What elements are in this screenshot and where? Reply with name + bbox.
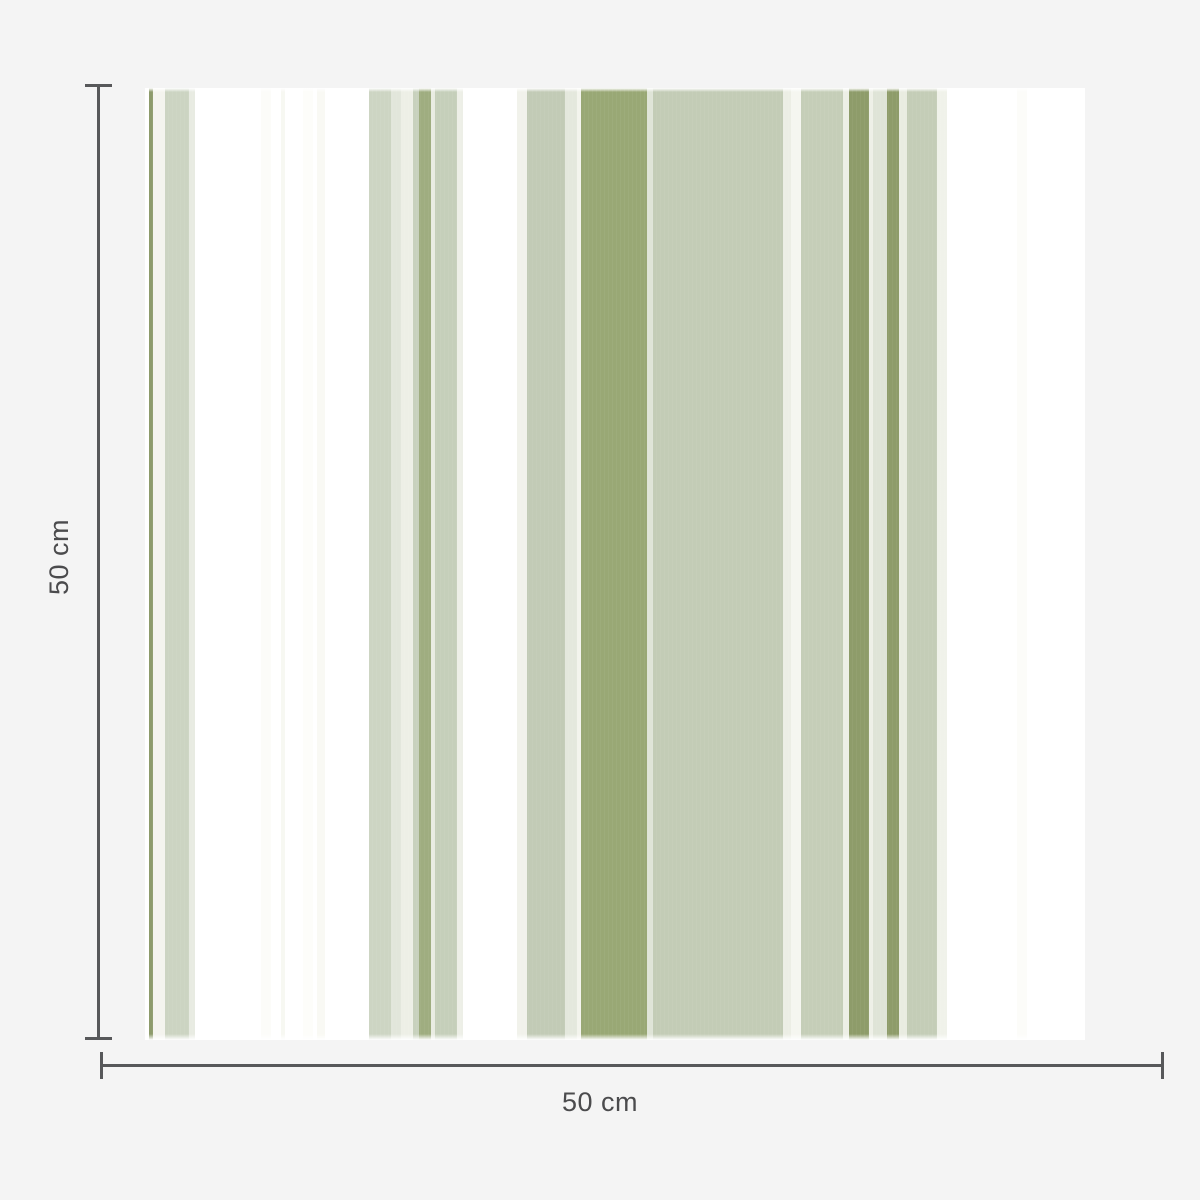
stripe xyxy=(581,88,647,1040)
stripe xyxy=(457,88,463,1040)
stripe xyxy=(869,88,873,1040)
stripe xyxy=(653,88,783,1040)
stripe xyxy=(401,88,413,1040)
stripe xyxy=(369,88,391,1040)
height-dimension-cap-top xyxy=(85,84,112,87)
stripe xyxy=(303,88,313,1040)
width-dimension-cap-right xyxy=(1161,1052,1164,1079)
stripe xyxy=(431,88,435,1040)
stripe xyxy=(899,88,907,1040)
stripe xyxy=(285,88,303,1040)
stripe xyxy=(873,88,887,1040)
stripe xyxy=(189,88,195,1040)
stripe xyxy=(647,88,653,1040)
width-dimension-line xyxy=(100,1064,1164,1067)
stripe xyxy=(271,88,281,1040)
stripe xyxy=(565,88,577,1040)
height-dimension-cap-bottom xyxy=(85,1037,112,1040)
stripe xyxy=(391,88,401,1040)
stripe xyxy=(1027,88,1049,1040)
stripe xyxy=(783,88,791,1040)
height-dimension-line xyxy=(97,84,100,1040)
stripe xyxy=(801,88,843,1040)
width-dimension-cap-left xyxy=(100,1052,103,1079)
stripe xyxy=(907,88,937,1040)
stripe xyxy=(463,88,517,1040)
stripe xyxy=(281,88,285,1040)
stripe xyxy=(843,88,849,1040)
stripe-pattern xyxy=(145,88,1085,1040)
stripe xyxy=(413,88,419,1040)
wallpaper-swatch xyxy=(145,88,1085,1040)
stripe xyxy=(261,88,271,1040)
stripe xyxy=(577,88,581,1040)
stripe xyxy=(1017,88,1027,1040)
stripe xyxy=(145,88,149,1040)
stripe xyxy=(1049,88,1085,1040)
stripe xyxy=(325,88,369,1040)
stripe xyxy=(165,88,189,1040)
width-label: 50 cm xyxy=(561,1087,639,1117)
height-label: 50 cm xyxy=(44,518,74,596)
stripe xyxy=(153,88,165,1040)
stripe xyxy=(517,88,527,1040)
stripe xyxy=(419,88,431,1040)
stripe xyxy=(849,88,869,1040)
stripe xyxy=(791,88,801,1040)
stripe xyxy=(149,88,153,1040)
stripe xyxy=(937,88,947,1040)
stripe xyxy=(195,88,261,1040)
stripe xyxy=(313,88,317,1040)
stripe xyxy=(435,88,457,1040)
stripe xyxy=(947,88,1017,1040)
stripe xyxy=(317,88,325,1040)
stripe xyxy=(527,88,565,1040)
stripe xyxy=(887,88,899,1040)
